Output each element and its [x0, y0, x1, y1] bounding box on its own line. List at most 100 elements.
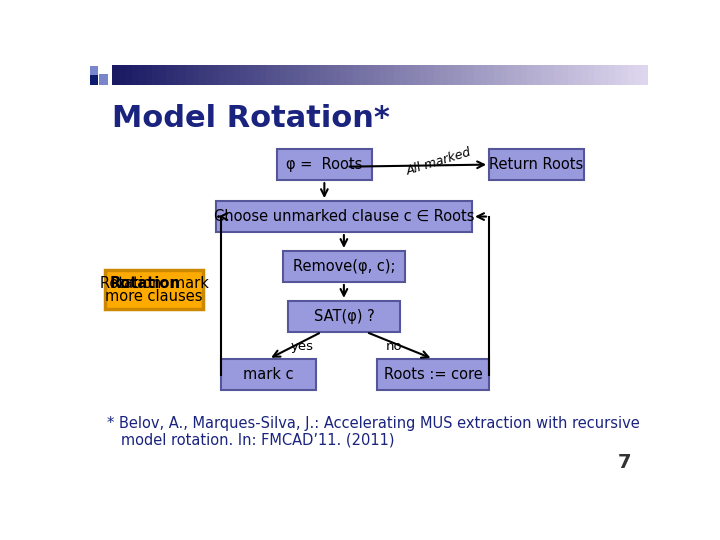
Bar: [333, 65, 340, 85]
Bar: [548, 65, 554, 85]
Bar: [273, 65, 280, 85]
Bar: [474, 65, 481, 85]
Bar: [347, 65, 354, 85]
Bar: [634, 65, 642, 85]
FancyBboxPatch shape: [282, 251, 405, 282]
Bar: [394, 65, 400, 85]
Bar: [313, 65, 320, 85]
Text: no: no: [386, 340, 402, 353]
Bar: [521, 65, 528, 85]
Bar: [220, 65, 226, 85]
Bar: [279, 65, 287, 85]
Bar: [173, 65, 179, 85]
Text: Choose unmarked clause c ∈ Roots: Choose unmarked clause c ∈ Roots: [214, 209, 474, 224]
Bar: [407, 65, 414, 85]
Bar: [153, 65, 159, 85]
Bar: [642, 65, 648, 85]
Bar: [601, 65, 608, 85]
FancyBboxPatch shape: [105, 269, 203, 309]
Bar: [615, 65, 621, 85]
Text: 7: 7: [618, 453, 631, 472]
Bar: [166, 65, 173, 85]
Bar: [366, 65, 374, 85]
Text: Model Rotation*: Model Rotation*: [112, 104, 390, 133]
Text: All marked: All marked: [405, 146, 473, 178]
Bar: [193, 65, 199, 85]
FancyBboxPatch shape: [288, 301, 400, 332]
Bar: [112, 65, 119, 85]
Bar: [90, 74, 99, 85]
Text: SAT(φ) ?: SAT(φ) ?: [313, 309, 374, 324]
Bar: [433, 65, 441, 85]
Bar: [608, 65, 615, 85]
Text: * Belov, A., Marques-Silva, J.: Accelerating MUS extraction with recursive: * Belov, A., Marques-Silva, J.: Accelera…: [107, 416, 639, 431]
Bar: [567, 65, 575, 85]
Bar: [427, 65, 433, 85]
Bar: [159, 65, 166, 85]
FancyBboxPatch shape: [489, 149, 584, 180]
Bar: [360, 65, 366, 85]
Bar: [454, 65, 461, 85]
Bar: [186, 65, 193, 85]
FancyBboxPatch shape: [377, 359, 489, 390]
Bar: [500, 65, 508, 85]
Bar: [514, 65, 521, 85]
Bar: [481, 65, 487, 85]
Text: Roots := core: Roots := core: [384, 367, 482, 382]
Bar: [126, 65, 132, 85]
Text: yes: yes: [291, 340, 313, 353]
Bar: [561, 65, 567, 85]
Bar: [628, 65, 634, 85]
Bar: [206, 65, 213, 85]
Bar: [508, 65, 514, 85]
Bar: [260, 65, 266, 85]
Bar: [400, 65, 407, 85]
Bar: [293, 65, 300, 85]
Bar: [447, 65, 454, 85]
Bar: [246, 65, 253, 85]
Bar: [145, 65, 153, 85]
Bar: [132, 65, 139, 85]
Bar: [380, 65, 387, 85]
FancyBboxPatch shape: [277, 149, 372, 180]
Bar: [588, 65, 595, 85]
Bar: [354, 65, 360, 85]
Bar: [226, 65, 233, 85]
Text: mark c: mark c: [243, 367, 294, 382]
Bar: [467, 65, 474, 85]
Text: Return Roots: Return Roots: [490, 157, 583, 172]
Bar: [420, 65, 427, 85]
Text: model rotation. In: FMCAD’11. (2011): model rotation. In: FMCAD’11. (2011): [107, 433, 395, 448]
Bar: [99, 74, 108, 85]
FancyBboxPatch shape: [215, 201, 472, 232]
Bar: [534, 65, 541, 85]
Bar: [300, 65, 307, 85]
Bar: [90, 66, 99, 75]
Bar: [119, 65, 126, 85]
Bar: [327, 65, 333, 85]
Bar: [461, 65, 467, 85]
Bar: [387, 65, 394, 85]
Text: Remove(φ, c);: Remove(φ, c);: [292, 259, 395, 274]
Text: more clauses: more clauses: [105, 289, 203, 305]
Bar: [213, 65, 220, 85]
Bar: [307, 65, 313, 85]
Text: φ =  Roots: φ = Roots: [286, 157, 363, 172]
Bar: [240, 65, 246, 85]
Bar: [199, 65, 206, 85]
Bar: [621, 65, 628, 85]
Bar: [374, 65, 380, 85]
Bar: [287, 65, 293, 85]
Bar: [414, 65, 420, 85]
FancyBboxPatch shape: [221, 359, 316, 390]
Text: Rotation: mark: Rotation: mark: [100, 276, 209, 291]
Bar: [581, 65, 588, 85]
Bar: [487, 65, 494, 85]
Bar: [554, 65, 561, 85]
Bar: [340, 65, 347, 85]
Bar: [139, 65, 145, 85]
Bar: [320, 65, 327, 85]
Bar: [266, 65, 273, 85]
Text: Rotation: Rotation: [110, 276, 181, 291]
Bar: [528, 65, 534, 85]
